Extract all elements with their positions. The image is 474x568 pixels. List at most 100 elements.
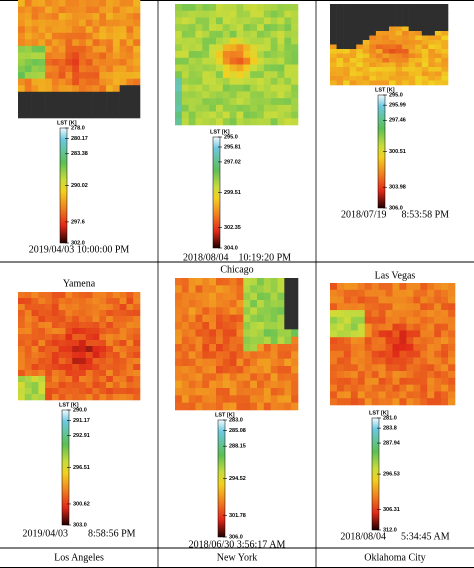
map-pixel	[133, 32, 141, 40]
map-pixel	[106, 370, 114, 377]
map-pixel	[175, 84, 183, 92]
map-pixel	[181, 358, 189, 367]
map-pixel	[441, 17, 449, 23]
map-pixel	[408, 44, 416, 50]
map-pixel	[402, 49, 409, 54]
map-pixel	[382, 80, 390, 86]
map-pixel	[369, 40, 377, 45]
map-pixel	[415, 80, 423, 86]
map-pixel	[216, 84, 224, 92]
map-pixel	[51, 334, 59, 341]
map-pixel	[85, 358, 93, 365]
map-pixel	[343, 44, 350, 50]
map-pixel	[92, 298, 100, 305]
map-pixel	[263, 30, 271, 38]
map-pixel	[229, 10, 237, 18]
map-pixel	[356, 17, 364, 23]
map-pixel	[18, 39, 26, 47]
map-pixel	[343, 58, 350, 63]
map-pixel	[415, 13, 423, 18]
map-pixel	[45, 45, 53, 53]
map-pixel	[72, 0, 80, 7]
map-pixel	[65, 26, 73, 34]
map-pixel	[216, 98, 224, 106]
map-pixel	[85, 59, 93, 66]
map-pixel	[362, 53, 370, 59]
map-pixel	[441, 310, 449, 318]
map-pixel	[420, 289, 428, 297]
map-pixel	[402, 76, 409, 81]
map-pixel	[38, 322, 46, 329]
map-pixel	[364, 330, 372, 338]
map-pixel	[133, 6, 141, 14]
map-pixel	[408, 40, 416, 45]
map-pixel	[257, 4, 265, 12]
map-pixel	[236, 314, 244, 323]
map-pixel	[402, 40, 409, 45]
map-pixel	[181, 104, 189, 112]
map-pixel	[343, 289, 352, 297]
map-pixel	[420, 316, 428, 324]
map-pixel	[65, 346, 73, 353]
map-pixel	[79, 388, 87, 395]
map-pixel	[72, 292, 80, 299]
map-pixel	[369, 58, 377, 63]
map-pixel	[270, 351, 278, 359]
map-pixel	[385, 377, 393, 385]
colorbar-tick-label: 283.8	[383, 426, 397, 432]
map-pixel	[85, 52, 93, 60]
map-pixel	[343, 384, 352, 392]
map-pixel	[216, 344, 224, 352]
map-pixel	[133, 52, 141, 60]
map-pixel	[369, 80, 377, 86]
map-pixel	[24, 358, 32, 365]
map-pixel	[85, 340, 93, 347]
map-pixel	[243, 104, 251, 112]
map-pixel	[99, 52, 107, 60]
map-pixel	[420, 323, 428, 331]
map-pixel	[92, 91, 100, 99]
map-pixel	[236, 44, 244, 52]
map-pixel	[195, 307, 203, 315]
map-pixel	[420, 350, 428, 358]
map-pixel	[395, 76, 403, 81]
map-pixel	[420, 337, 428, 345]
map-pixel	[126, 310, 134, 317]
map-pixel	[369, 35, 377, 41]
map-pixel	[181, 300, 189, 308]
map-pixel	[133, 13, 141, 20]
map-pixel	[434, 8, 442, 14]
map-pixel	[181, 98, 189, 106]
map-pixel	[364, 303, 372, 311]
map-pixel	[38, 316, 46, 323]
map-pixel	[112, 19, 120, 27]
map-pixel	[263, 71, 271, 79]
map-pixel	[413, 337, 421, 345]
map-pixel	[371, 371, 379, 379]
map-pixel	[263, 292, 271, 301]
map-pixel	[58, 346, 66, 353]
map-pixel	[181, 336, 189, 345]
map-pixel	[277, 307, 285, 315]
map-pixel	[270, 24, 278, 32]
map-pixel	[112, 388, 120, 395]
map-pixel	[371, 344, 379, 352]
map-pixel	[395, 17, 403, 23]
map-pixel	[362, 26, 370, 32]
map-pixel	[202, 37, 210, 45]
map-pixel	[92, 104, 100, 112]
map-pixel	[402, 22, 409, 27]
map-pixel	[385, 391, 393, 399]
map-pixel	[421, 62, 429, 68]
map-pixel	[399, 391, 407, 399]
map-pixel	[257, 351, 265, 359]
map-pixel	[65, 52, 73, 60]
map-pixel	[133, 45, 141, 53]
map-pixel	[375, 62, 383, 68]
map-pixel	[427, 289, 435, 297]
map-pixel	[112, 98, 120, 106]
map-pixel	[291, 118, 299, 126]
map-pixel	[58, 370, 66, 377]
map-pixel	[349, 8, 357, 14]
map-pixel	[229, 329, 237, 337]
